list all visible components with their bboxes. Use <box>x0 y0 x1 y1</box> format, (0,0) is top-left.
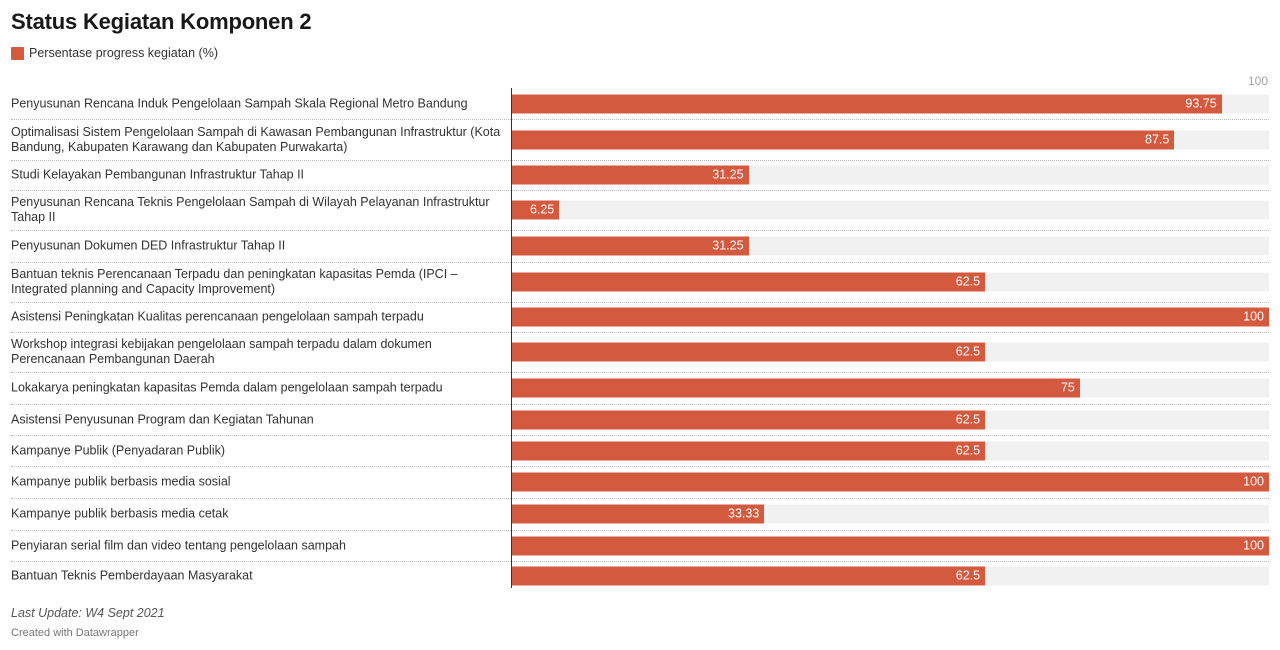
bar-value-label: 62.5 <box>955 344 981 359</box>
bar: 93.75 <box>512 94 1222 113</box>
bar-track: 62.5 <box>512 410 1269 429</box>
category-label: Asistensi Peningkatan Kualitas perencana… <box>11 309 424 324</box>
category-label: Bantuan Teknis Pemberdayaan Masyarakat <box>11 568 253 582</box>
bar: 31.25 <box>512 236 749 256</box>
category-label: Penyusunan Rencana Teknis Pengelolaan Sa… <box>11 195 490 224</box>
category-label: Bantuan teknis Perencanaan Terpadu dan p… <box>11 267 458 296</box>
category-label: Kampanye Publik (Penyadaran Publik) <box>11 443 226 457</box>
bar: 62.5 <box>512 566 986 585</box>
category-label: Kampanye publik berbasis media sosial <box>11 474 231 489</box>
bar-value-label: 62.5 <box>955 443 981 457</box>
last-update-note: Last Update: W4 Sept 2021 <box>11 606 165 620</box>
category-label: Penyusunan Dokumen DED Infrastruktur Tah… <box>11 238 286 253</box>
bar: 100 <box>512 536 1269 555</box>
bar-value-label: 6.25 <box>529 202 555 217</box>
chart-legend: Persentase progress kegiatan (%) <box>11 46 218 60</box>
chart-row: Bantuan Teknis Pemberdayaan Masyarakat 62… <box>11 561 1269 590</box>
bar-value-label: 100 <box>1243 474 1264 489</box>
bar-track: 100 <box>512 472 1269 492</box>
bar: 62.5 <box>512 410 986 429</box>
chart-row: Penyusunan Rencana Induk Pengelolaan Sam… <box>11 88 1269 120</box>
bar-track: 31.25 <box>512 236 1269 256</box>
bar-value-label: 100 <box>1243 309 1264 324</box>
bar-value-label: 31.25 <box>712 238 744 253</box>
chart-row: Workshop integrasi kebijakan pengelolaan… <box>11 332 1269 373</box>
bar-track: 100 <box>512 307 1269 327</box>
bar: 62.5 <box>512 441 986 460</box>
bar-track: 75 <box>512 378 1269 398</box>
bar-value-label: 62.5 <box>955 274 981 289</box>
category-label: Kampanye publik berbasis media cetak <box>11 506 229 521</box>
datawrapper-credit: Created with Datawrapper <box>11 627 139 639</box>
chart-row: Bantuan teknis Perencanaan Terpadu dan p… <box>11 262 1269 303</box>
legend-swatch <box>11 46 24 60</box>
chart-row: Asistensi Peningkatan Kualitas perencana… <box>11 302 1269 333</box>
category-label: Workshop integrasi kebijakan pengelolaan… <box>11 337 432 366</box>
bar-track: 62.5 <box>512 272 1269 292</box>
bar-value-label: 87.5 <box>1145 132 1170 146</box>
bar: 62.5 <box>512 272 986 292</box>
axis-max-label: 100 <box>1247 74 1268 88</box>
bar-track: 31.25 <box>512 165 1269 185</box>
chart-row: Kampanye Publik (Penyadaran Publik) 62.5 <box>11 435 1269 467</box>
chart-row: Kampanye publik berbasis media sosial 100 <box>11 466 1269 499</box>
chart-row: Studi Kelayakan Pembangunan Infrastruktu… <box>11 160 1269 191</box>
bar-track: 62.5 <box>512 566 1269 585</box>
bar: 75 <box>512 378 1080 398</box>
bar-value-label: 31.25 <box>712 167 744 182</box>
bar-track: 6.25 <box>512 200 1269 220</box>
bar: 6.25 <box>512 200 560 220</box>
category-label: Optimalisasi Sistem Pengelolaan Sampah d… <box>11 124 501 154</box>
bar-track: 100 <box>512 536 1269 555</box>
chart-title: Status Kegiatan Komponen 2 <box>11 9 312 34</box>
bar-value-label: 62.5 <box>955 412 981 426</box>
bar-track: 93.75 <box>512 94 1269 113</box>
bar-value-label: 33.33 <box>728 506 760 521</box>
bar-value-label: 75 <box>1060 380 1075 395</box>
category-label: Lokakarya peningkatan kapasitas Pemda da… <box>11 380 443 395</box>
chart-row: Penyusunan Dokumen DED Infrastruktur Tah… <box>11 230 1269 263</box>
bar: 33.33 <box>512 504 765 524</box>
chart-row: Asistensi Penyusunan Program dan Kegiata… <box>11 404 1269 436</box>
bar-track: 62.5 <box>512 441 1269 460</box>
bar: 87.5 <box>512 130 1175 149</box>
category-label: Penyiaran serial film dan video tentang … <box>11 538 346 552</box>
axis-baseline <box>511 88 512 588</box>
bar-track: 33.33 <box>512 504 1269 524</box>
bar-track: 87.5 <box>512 130 1269 149</box>
chart-row: Penyusunan Rencana Teknis Pengelolaan Sa… <box>11 190 1269 231</box>
bar-track: 62.5 <box>512 342 1269 362</box>
bar: 100 <box>512 472 1269 492</box>
legend-label: Persentase progress kegiatan (%) <box>29 46 218 60</box>
bar: 100 <box>512 307 1269 327</box>
chart-row: Kampanye publik berbasis media cetak 33.3… <box>11 498 1269 531</box>
category-label: Penyusunan Rencana Induk Pengelolaan Sam… <box>11 96 468 110</box>
bar-value-label: 93.75 <box>1185 96 1217 110</box>
category-label: Studi Kelayakan Pembangunan Infrastruktu… <box>11 167 305 182</box>
chart-row: Penyiaran serial film dan video tentang … <box>11 530 1269 562</box>
chart-row: Optimalisasi Sistem Pengelolaan Sampah d… <box>11 119 1269 161</box>
bar: 62.5 <box>512 342 986 362</box>
bar: 31.25 <box>512 165 749 185</box>
bar-value-label: 62.5 <box>955 568 981 582</box>
category-label: Asistensi Penyusunan Program dan Kegiata… <box>11 412 314 426</box>
bar-value-label: 100 <box>1243 538 1264 552</box>
chart-row: Lokakarya peningkatan kapasitas Pemda da… <box>11 372 1269 405</box>
